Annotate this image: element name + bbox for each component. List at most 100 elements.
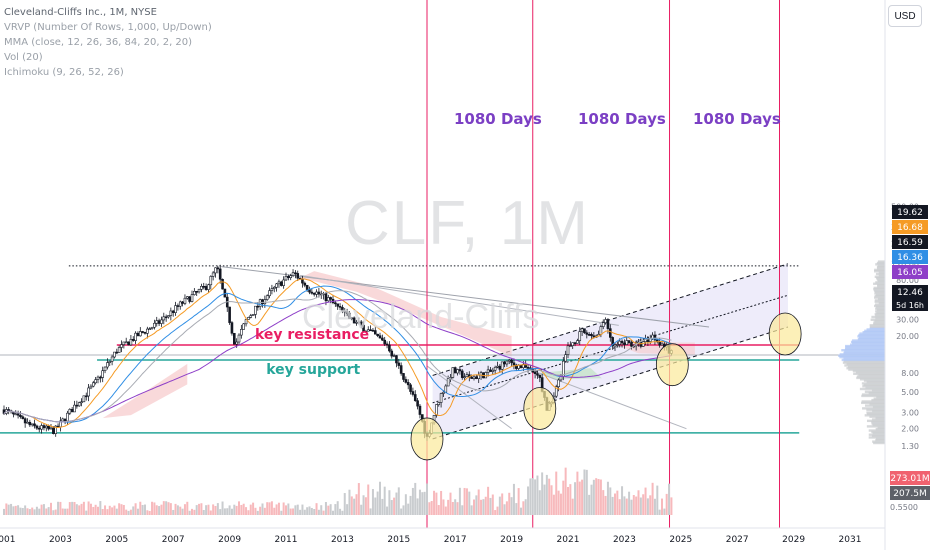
volume-bar	[376, 491, 379, 515]
volume-bar	[174, 503, 177, 515]
price-badge-16.05	[892, 265, 928, 279]
price-badge-text-16.68: 16.68	[897, 223, 923, 233]
volume-bar	[85, 510, 88, 515]
candle-body	[200, 286, 203, 290]
volume-bar	[670, 497, 673, 515]
cycle-days-label-2: 1080 Days	[578, 110, 666, 128]
candle-body	[444, 385, 448, 393]
ichimoku-indicator-label[interactable]: Ichimoku (9, 26, 52, 26)	[4, 67, 124, 78]
volume-profile-bar	[843, 357, 885, 360]
volume-profile-bar	[858, 333, 885, 337]
candle-body	[218, 268, 222, 280]
volume-bar	[193, 509, 196, 515]
volume-profile-bar	[859, 332, 885, 335]
candle-body	[630, 342, 633, 347]
volume-bar	[339, 508, 342, 515]
volume-bar	[430, 500, 433, 515]
x-tick-label: 2001	[0, 535, 15, 545]
candle-body	[463, 376, 466, 379]
mma-indicator-label[interactable]: MMA (close, 12, 26, 36, 84, 20, 2, 20)	[4, 37, 193, 48]
volume-bar	[78, 505, 81, 515]
volume-profile-bar	[866, 408, 885, 411]
volume-bar	[40, 504, 43, 515]
volume-bar	[581, 479, 584, 515]
candle-body	[251, 314, 255, 316]
vrvp-indicator-label[interactable]: VRVP (Number Of Rows, 1,000, Up/Down)	[4, 22, 212, 33]
candle-body	[554, 386, 558, 397]
volume-bar	[134, 503, 137, 515]
candle-body	[143, 331, 147, 334]
candle-body	[366, 329, 370, 332]
candle-body	[312, 292, 316, 295]
cycle-days-label-1: 1080 Days	[454, 110, 542, 128]
candle-body	[84, 395, 88, 398]
volume-bar	[529, 478, 532, 515]
volume-bar	[390, 500, 393, 515]
candle-body	[66, 412, 69, 422]
volume-bar	[658, 509, 661, 515]
price-badge-text-12.46: 12.46	[897, 288, 923, 298]
volume-profile-bar	[876, 308, 885, 312]
volume-bar	[534, 479, 537, 515]
candle-body	[33, 423, 36, 427]
volume-bar	[421, 492, 424, 515]
volume-profile-bar	[866, 411, 885, 414]
currency-button[interactable]: USD	[888, 5, 922, 27]
volume-profile-bar	[878, 271, 885, 274]
volume-bar	[644, 487, 647, 515]
volume-profile-bar	[873, 322, 885, 326]
candle-body	[658, 341, 661, 346]
y-tick-label: 20.00	[896, 332, 919, 341]
candle-body	[279, 281, 283, 286]
candle-body	[392, 355, 396, 357]
candle-body	[197, 289, 201, 293]
candle-body	[263, 299, 267, 305]
volume-profile-bar	[874, 319, 885, 323]
volume-bar	[313, 509, 316, 515]
candle-body	[390, 350, 394, 357]
price-badge-text-16.59: 16.59	[897, 238, 923, 248]
candle-body	[519, 364, 523, 369]
volume-bar	[207, 504, 210, 515]
volume-bar	[416, 498, 419, 515]
candle-body	[249, 315, 253, 318]
candle-body	[92, 382, 95, 387]
candle-body	[453, 367, 457, 374]
volume-profile-bar	[871, 434, 885, 438]
volume-bar	[181, 508, 184, 515]
candle-body	[169, 310, 173, 316]
candle-body	[500, 361, 504, 370]
volume-indicator-label[interactable]: Vol (20)	[4, 52, 43, 63]
volume-bar	[146, 510, 149, 515]
volume-bar	[228, 505, 231, 515]
volume-bar	[468, 491, 471, 515]
volume-bar	[139, 501, 142, 515]
volume-profile-bar	[846, 367, 885, 370]
candle-body	[343, 310, 347, 313]
volume-bar	[536, 475, 539, 515]
candle-body	[190, 294, 194, 302]
candle-body	[157, 320, 161, 324]
candle-body	[451, 367, 455, 378]
candle-body	[580, 328, 584, 332]
volume-bar	[28, 509, 31, 515]
candle-body	[87, 387, 90, 397]
volume-bar	[289, 508, 292, 515]
candle-body	[355, 321, 358, 324]
candle-body	[411, 391, 415, 395]
volume-profile-bar	[866, 419, 885, 423]
volume-bar	[50, 502, 52, 515]
volume-profile-bar	[868, 433, 885, 436]
x-tick-label: 2031	[839, 535, 862, 545]
volume-bar	[454, 499, 457, 515]
volume-bar	[383, 486, 386, 515]
moving-average-12	[3, 278, 672, 429]
volume-profile-bar	[848, 368, 885, 371]
symbol-title[interactable]: Cleveland-Cliffs Inc., 1M, NYSE	[4, 7, 157, 18]
candle-body	[397, 362, 401, 366]
volume-profile-bar	[864, 329, 885, 333]
candle-body	[348, 312, 351, 320]
candle-body	[660, 343, 664, 346]
volume-bar	[38, 508, 41, 515]
